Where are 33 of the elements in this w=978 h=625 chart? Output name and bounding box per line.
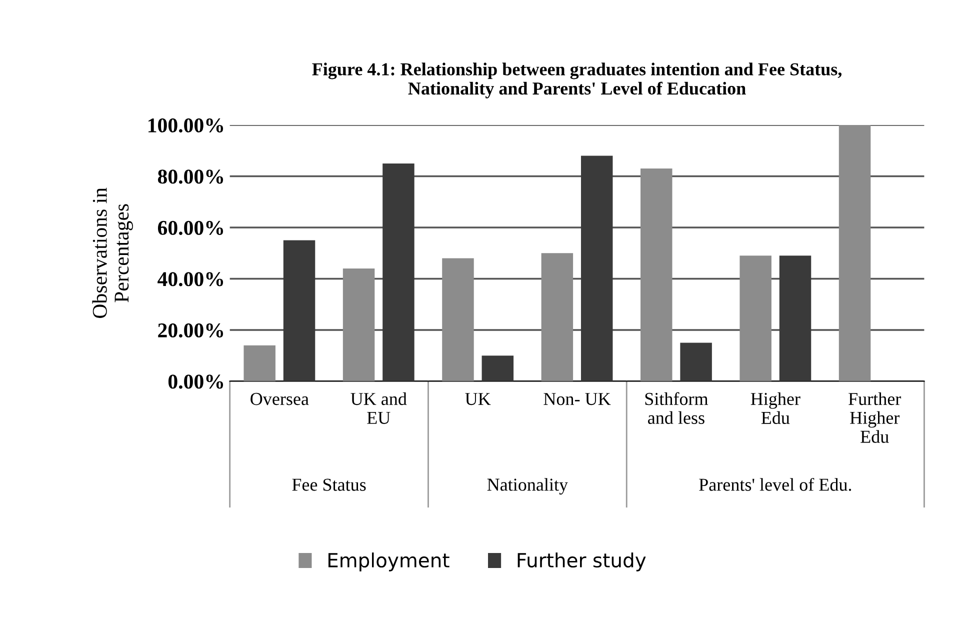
- bar: [541, 253, 574, 382]
- bar: [244, 345, 276, 382]
- bar: [838, 125, 871, 382]
- x-tick-label: Non- UK: [544, 393, 611, 406]
- bar: [442, 258, 474, 382]
- bar: [382, 163, 414, 382]
- y-axis-title: Observations in Percentages: [92, 188, 133, 318]
- bar: [580, 156, 613, 382]
- text: Nationality: [487, 478, 568, 495]
- x-tick-label: Higher Edu: [750, 392, 800, 424]
- bar: [482, 356, 514, 382]
- bar: [640, 168, 672, 382]
- x-tick-label: Further Higher Edu: [848, 392, 902, 443]
- y-tick-label: 60.00%: [158, 220, 224, 236]
- bar: [283, 240, 316, 382]
- y-tick-label: 0.00%: [168, 374, 224, 389]
- text: Parents' level of Edu.: [699, 478, 852, 491]
- legend-label: Employment: [328, 552, 450, 572]
- x-tick-label: UK and EU: [350, 392, 407, 424]
- legend-label: Further study: [518, 552, 646, 572]
- y-tick-label: 80.00%: [158, 170, 224, 184]
- bar: [342, 268, 375, 382]
- bar: [740, 256, 772, 382]
- y-tick-label: 40.00%: [158, 272, 224, 286]
- bar: [779, 256, 812, 382]
- x-tick-label: UK: [465, 393, 491, 406]
- y-tick-label: 100.00%: [148, 118, 224, 133]
- chart-title: Figure 4.1: Relationship between graduates intention and Fee Status, Nationality and Parents' Level of Education: [312, 62, 842, 98]
- y-tick-label: 20.00%: [158, 323, 224, 338]
- x-tick-label: Oversea: [250, 392, 309, 406]
- x-tick-label: Sithform and less: [645, 392, 708, 424]
- bar: [680, 342, 712, 382]
- text: Fee Status: [292, 478, 366, 491]
